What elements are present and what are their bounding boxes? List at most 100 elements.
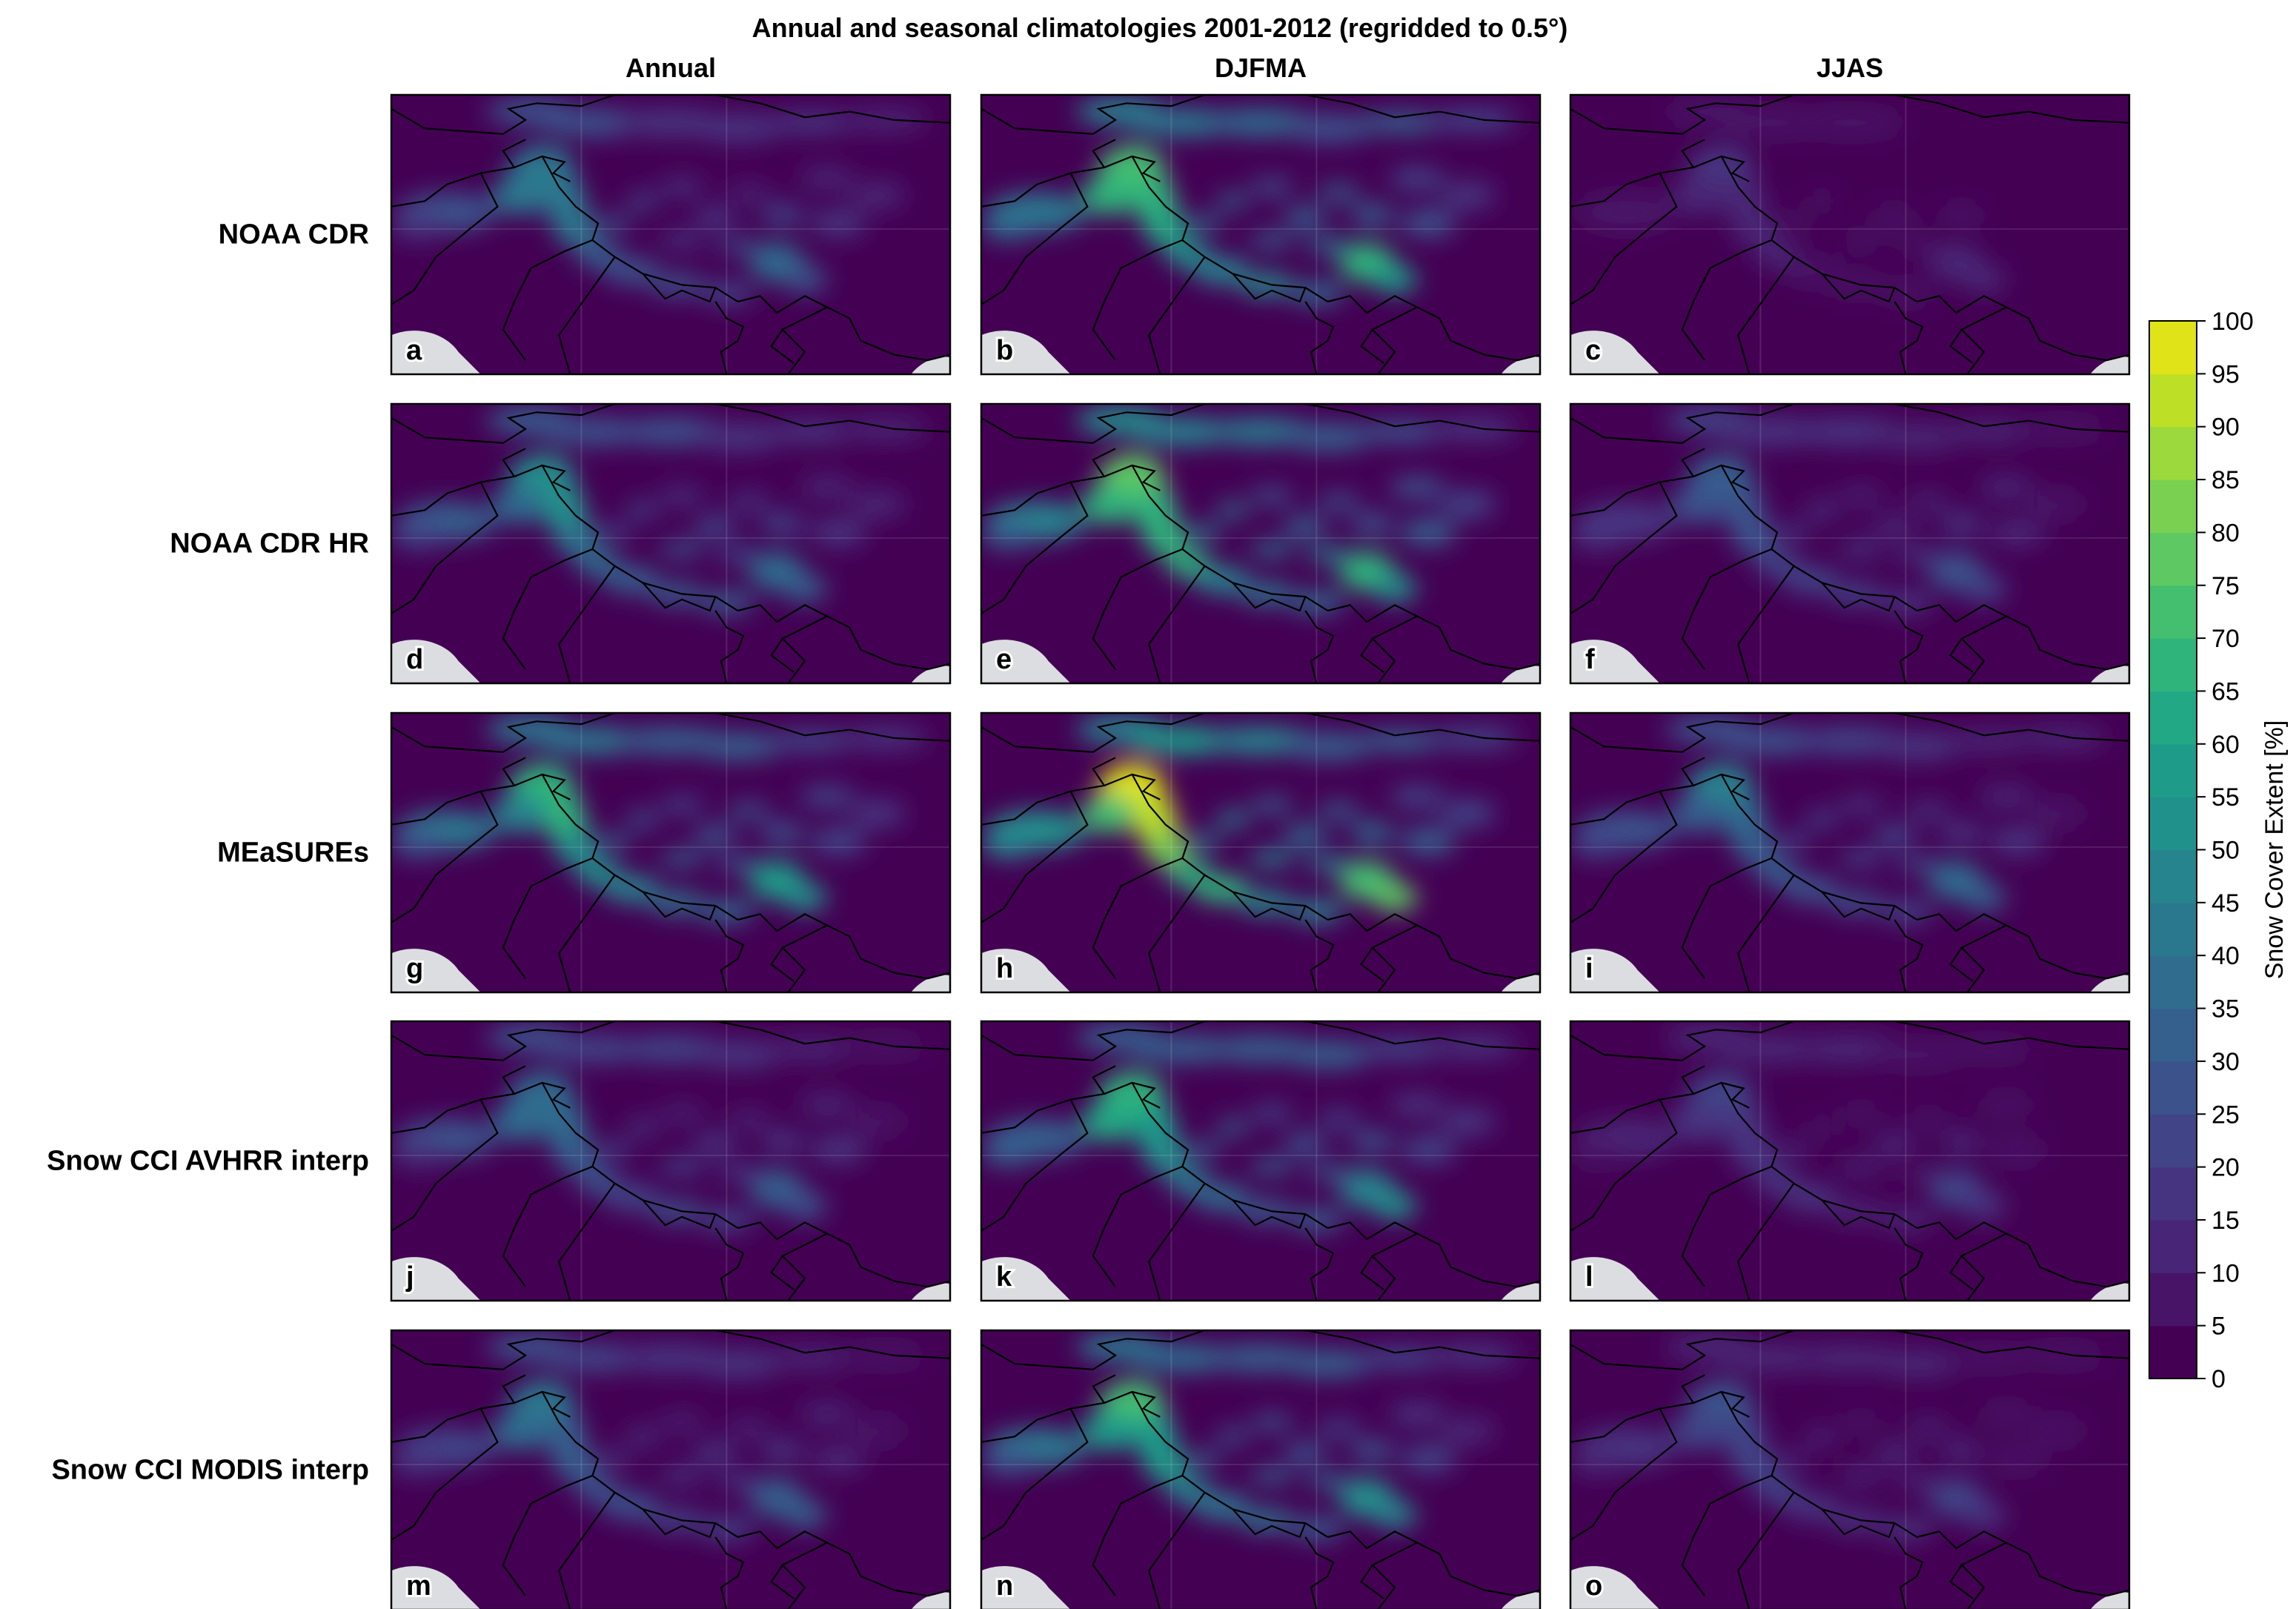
snow-patch <box>659 1105 705 1122</box>
snow-patch <box>1732 1447 1777 1482</box>
snow-patch <box>1716 108 1828 137</box>
snow-patch <box>1838 1467 1884 1484</box>
snow-patch <box>693 1132 738 1155</box>
ocean-arabian-sea <box>391 1257 481 1301</box>
snow-patch <box>760 1439 805 1462</box>
border-line <box>2005 924 2129 980</box>
snow-patch <box>1165 1167 1211 1195</box>
snow-patch <box>810 1444 866 1473</box>
border-line <box>1570 404 1794 444</box>
snow-patch <box>1249 231 1295 249</box>
border-line <box>1570 1408 1678 1541</box>
snow-patch <box>1939 204 1984 227</box>
snow-patch <box>693 1350 783 1379</box>
border-line <box>1147 1183 1206 1301</box>
border-line <box>541 774 739 920</box>
ocean-bay-of-bengal <box>1502 1592 1540 1609</box>
snow-field <box>1570 1024 2046 1231</box>
border-line <box>1894 301 1924 374</box>
snow-patch <box>659 849 705 867</box>
border-line <box>642 1199 717 1230</box>
ocean-bay-of-bengal <box>1501 1283 1540 1301</box>
snow-patch <box>1372 574 1418 603</box>
snow-patch <box>1872 824 1917 847</box>
snow-patch <box>1732 212 1777 246</box>
border-line <box>1305 404 1540 433</box>
snow-patch <box>849 799 906 828</box>
snow-patch <box>1570 1447 1627 1476</box>
snow-patch <box>1350 822 1395 845</box>
snow-patch <box>626 810 660 828</box>
snow-patch <box>1716 1344 1828 1373</box>
colorbar-segment <box>2149 1114 2197 1168</box>
snow-patch <box>1249 1414 1295 1431</box>
snow-patch <box>575 1167 621 1195</box>
snow-patch <box>981 1447 1038 1476</box>
snow-patch <box>1249 179 1295 196</box>
row-label: Snow CCI MODIS interp <box>51 1455 369 1486</box>
border-line <box>1416 306 1540 362</box>
border-line <box>770 1255 794 1290</box>
ocean-bay-of-bengal <box>2090 1283 2129 1301</box>
snow-patch <box>391 521 448 550</box>
snow-patch <box>981 521 1038 550</box>
snow-patch <box>1754 1167 1800 1195</box>
snow-patch <box>1356 1347 1445 1370</box>
snow-patch <box>1945 420 2034 443</box>
snow-patch <box>1439 1107 1496 1136</box>
border-line <box>514 155 571 182</box>
snow-patch <box>1350 1130 1395 1153</box>
country-borders <box>1570 95 2129 374</box>
snow-patch <box>1894 546 1940 563</box>
snow-patch <box>537 1035 648 1064</box>
panel-letter: m <box>406 1570 431 1602</box>
snow-patch <box>1081 794 1138 834</box>
colorbar-segment <box>2149 1167 2197 1221</box>
border-line <box>1821 273 1896 303</box>
border-line <box>1416 924 1540 980</box>
snow-patch <box>1439 799 1496 828</box>
border-line <box>1720 465 1918 611</box>
country-borders <box>391 1021 950 1301</box>
border-line <box>715 404 950 433</box>
panel-letter: e <box>996 644 1012 675</box>
snow-patch <box>1215 1427 1250 1445</box>
snow-patch <box>1754 240 1800 268</box>
colorbar-tick-label: 95 <box>2212 360 2240 388</box>
row-label: NOAA CDR HR <box>170 528 369 560</box>
panel-frame <box>1569 93 2131 376</box>
snow-patch <box>1754 858 1800 886</box>
map-panel-d: d <box>390 402 952 685</box>
border-line <box>2005 306 2129 362</box>
snow-patch <box>597 1450 632 1467</box>
colorbar-segment <box>2149 480 2197 533</box>
snow-patch <box>782 265 828 293</box>
snow-patch <box>1945 729 2034 752</box>
snow-field <box>981 1333 1518 1540</box>
snow-patch <box>391 830 448 859</box>
snow-patch <box>810 1135 866 1164</box>
map-panel-k: k <box>980 1020 1542 1302</box>
border-line <box>1104 464 1161 491</box>
snow-patch <box>1776 524 1811 541</box>
snow-field <box>391 1024 928 1231</box>
snow-patch <box>693 114 783 143</box>
snow-patch <box>597 215 632 232</box>
border-line <box>1147 1492 1206 1609</box>
border-line <box>391 95 615 135</box>
colorbar-segment <box>2149 426 2197 480</box>
colorbar-segment <box>2149 797 2197 851</box>
snow-patch <box>1165 549 1211 577</box>
snow-patch <box>1838 849 1884 867</box>
snow-patch <box>849 490 906 519</box>
country-borders <box>981 1021 1540 1301</box>
border-line <box>1894 1330 2129 1359</box>
figure-title: Annual and seasonal climatologies 2001-2… <box>752 13 1568 43</box>
snow-patch <box>1305 546 1350 563</box>
country-borders <box>1570 713 2129 992</box>
panel-letter: j <box>405 1261 414 1293</box>
border-line <box>1736 256 1795 374</box>
ocean-bay-of-bengal <box>911 356 950 374</box>
snow-patch <box>1350 1439 1395 1462</box>
panel-frame <box>1569 1020 2131 1302</box>
